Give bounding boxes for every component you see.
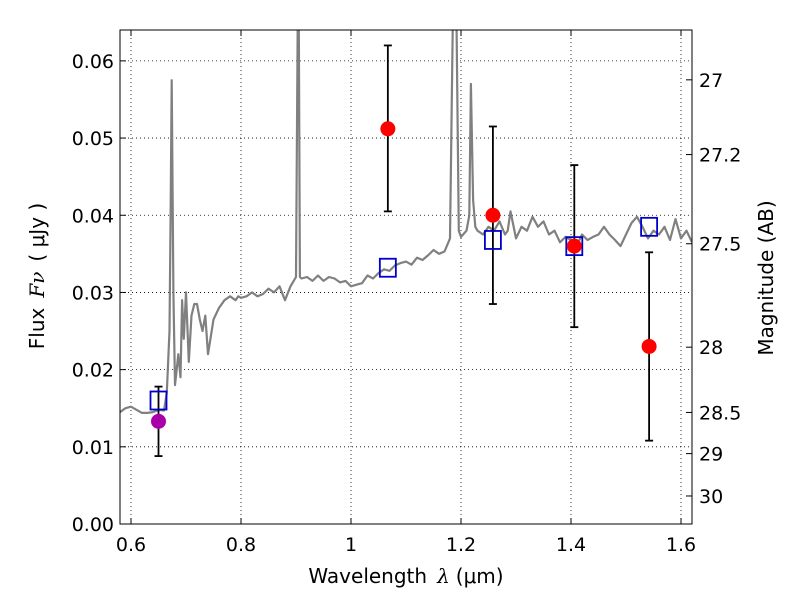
right-tick-label: 29: [699, 444, 723, 466]
x-tick-label: 1.4: [556, 534, 586, 556]
model-spectrum-layer: [120, 30, 692, 414]
right-tick-label: 28.5: [699, 402, 741, 424]
synthetic-square: [483, 230, 502, 250]
observed-point: [380, 121, 396, 137]
right-axis-ticks: 27 27.2 27.5 28 28.5 29 30: [686, 70, 741, 508]
synthetic-square: [565, 236, 584, 257]
observed-photometry-points: [151, 121, 657, 429]
model-spectrum-line: [120, 30, 692, 414]
y-tick-label: 0.01: [72, 437, 114, 459]
observed-point: [641, 338, 657, 354]
right-tick-label: 27.2: [699, 145, 741, 167]
y-tick-label: 0.06: [72, 51, 114, 73]
observed-point: [151, 413, 166, 429]
y-axis-label: FluxFν( μJy ): [25, 203, 49, 349]
plot-frame: [119, 29, 693, 525]
y-tick-label: 0.04: [72, 205, 114, 227]
synthetic-square: [378, 257, 397, 278]
observed-point: [485, 207, 501, 223]
right-tick-label: 27: [699, 70, 723, 92]
synthetic-photometry-squares: [149, 216, 658, 411]
y-tick-label: 0.03: [72, 282, 114, 304]
synthetic-square: [149, 390, 168, 411]
x-tick-label: 0.6: [116, 534, 146, 556]
observed-point: [566, 238, 582, 254]
x-tick-label: 1: [345, 534, 357, 556]
x-tick-label: 1.6: [666, 534, 696, 556]
y-tick-label: 0.05: [72, 128, 114, 150]
x-axis-ticks: 0.6 0.8 1 1.2 1.4 1.6: [116, 30, 696, 556]
grid-lines: [120, 30, 692, 525]
synthetic-square: [640, 216, 658, 237]
right-axis-label: Magnitude (AB): [754, 200, 778, 355]
x-axis-label: Wavelength λ (μm): [308, 564, 503, 588]
right-tick-label: 28: [699, 337, 723, 359]
x-tick-label: 1.2: [446, 534, 476, 556]
x-tick-label: 0.8: [226, 534, 256, 556]
y-tick-label: 0.00: [72, 514, 114, 536]
y-tick-label: 0.02: [72, 360, 114, 382]
right-tick-label: 27.5: [699, 234, 741, 256]
y-axis-ticks: 0.00 0.01 0.02 0.03 0.04 0.05 0.06: [72, 51, 126, 536]
right-tick-label: 30: [699, 486, 723, 508]
